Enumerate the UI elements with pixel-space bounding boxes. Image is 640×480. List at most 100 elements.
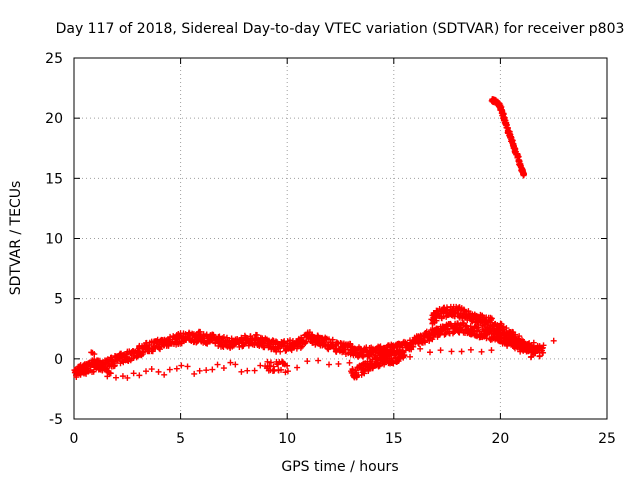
- data-point: [173, 365, 180, 372]
- data-point: [112, 374, 119, 381]
- data-point: [209, 366, 216, 373]
- data-point: [104, 373, 111, 380]
- data-point: [315, 357, 322, 364]
- data-point: [417, 345, 424, 352]
- data-point: [499, 340, 506, 347]
- data-point: [148, 366, 155, 373]
- data-point: [488, 315, 495, 322]
- plot-frame: [73, 57, 608, 420]
- x-axis-label: GPS time / hours: [281, 459, 398, 475]
- y-tick-label: 10: [45, 232, 63, 248]
- data-point: [469, 318, 476, 325]
- data-point: [520, 171, 527, 178]
- data-point: [427, 349, 434, 356]
- data-point: [253, 332, 260, 339]
- data-point: [267, 359, 274, 366]
- data-point: [509, 341, 516, 348]
- data-point: [355, 353, 362, 360]
- data-point: [540, 349, 547, 356]
- data-point: [386, 348, 393, 355]
- data-point: [136, 372, 143, 379]
- data-point: [433, 314, 440, 321]
- data-point: [107, 370, 114, 377]
- x-tick-label: 20: [491, 431, 509, 447]
- data-point: [326, 361, 333, 368]
- x-tick-label: 5: [176, 431, 185, 447]
- chart-title: Day 117 of 2018, Sidereal Day-to-day VTE…: [56, 21, 625, 37]
- data-point: [232, 361, 239, 368]
- data-point: [335, 360, 342, 367]
- data-point: [437, 347, 444, 354]
- data-point: [529, 349, 536, 356]
- data-point: [401, 352, 408, 359]
- data-point: [166, 366, 173, 373]
- data-point: [467, 346, 474, 353]
- data-point: [191, 370, 198, 377]
- data-point: [270, 363, 277, 370]
- x-tick-label: 0: [70, 431, 79, 447]
- data-point: [478, 348, 485, 355]
- y-tick-label: 0: [54, 352, 63, 368]
- data-point: [244, 367, 251, 374]
- y-tick-label: 15: [45, 171, 63, 187]
- data-point: [376, 349, 383, 356]
- data-point: [178, 362, 185, 369]
- data-point: [530, 339, 537, 346]
- data-point: [130, 370, 137, 377]
- data-point: [540, 342, 547, 349]
- data-point: [288, 347, 295, 354]
- data-point: [294, 364, 301, 371]
- data-point: [100, 361, 107, 368]
- data-point: [375, 363, 382, 370]
- data-point: [512, 331, 519, 338]
- data-point: [91, 351, 98, 358]
- axis-ticks: 0 5 10 15 20 25 -5 0 5 10 15 20 25: [45, 51, 616, 447]
- data-point: [397, 350, 404, 357]
- data-point: [123, 351, 130, 358]
- data-point: [304, 358, 311, 365]
- data-point: [240, 342, 247, 349]
- data-point: [527, 354, 534, 361]
- data-point: [278, 366, 285, 373]
- data-point: [139, 350, 146, 357]
- data-point: [366, 358, 373, 365]
- data-point: [203, 367, 210, 374]
- data-points: [71, 96, 557, 381]
- x-tick-label: 25: [598, 431, 616, 447]
- data-point: [220, 365, 227, 372]
- data-point: [503, 325, 510, 332]
- y-tick-label: -5: [49, 412, 63, 428]
- data-point: [407, 353, 414, 360]
- data-point: [515, 335, 522, 342]
- y-tick-label: 20: [45, 111, 63, 127]
- data-point: [161, 371, 168, 378]
- data-point: [227, 359, 234, 366]
- data-point: [284, 368, 291, 375]
- data-point: [437, 330, 444, 337]
- data-point: [251, 367, 258, 374]
- y-tick-label: 25: [45, 51, 63, 67]
- data-point: [155, 368, 162, 375]
- data-point: [521, 339, 528, 346]
- data-point: [111, 362, 118, 369]
- data-point: [196, 367, 203, 374]
- data-point: [124, 374, 131, 381]
- data-point: [474, 327, 481, 334]
- data-point: [90, 368, 97, 375]
- grid-lines: [74, 58, 607, 419]
- data-point: [277, 348, 284, 355]
- y-axis-label: SDTVAR / TECUs: [8, 181, 24, 296]
- data-point: [184, 363, 191, 370]
- data-point: [156, 346, 163, 353]
- y-tick-label: 5: [54, 292, 63, 308]
- data-point: [458, 348, 465, 355]
- data-point: [91, 356, 98, 363]
- data-point: [284, 362, 291, 369]
- data-point: [119, 373, 126, 380]
- x-tick-label: 15: [385, 431, 403, 447]
- data-point: [238, 368, 245, 375]
- data-point: [448, 348, 455, 355]
- data-point: [550, 337, 557, 344]
- data-point: [110, 363, 117, 370]
